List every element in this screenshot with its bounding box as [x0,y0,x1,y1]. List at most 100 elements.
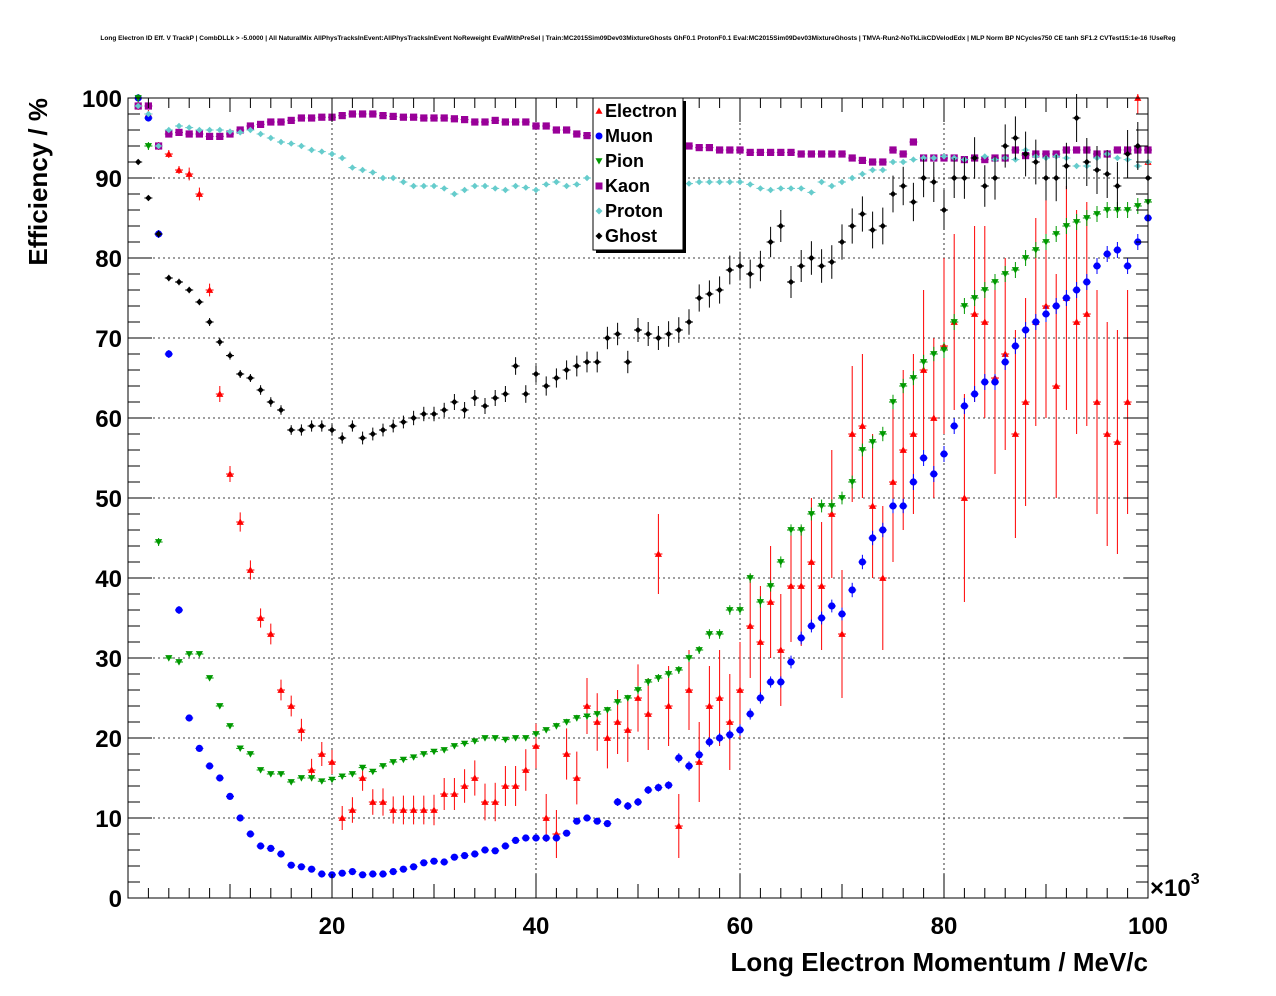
legend-entry-pion: Pion [595,151,644,171]
pion-point [522,735,530,742]
kaon-point [869,158,877,166]
electron-point [930,414,938,421]
electron-point [195,190,203,197]
ghost-point [339,434,346,442]
pion-point [389,759,397,766]
electron-point [1011,430,1019,437]
kaon-point [838,150,846,158]
pion-point [430,748,438,756]
pion-point [675,667,683,674]
muon-point [450,853,458,861]
proton-point [288,140,295,147]
muon-point [563,829,571,837]
electron-point [593,718,601,725]
muon-point [991,378,999,386]
kaon-point [512,118,520,126]
pion-point [216,703,224,710]
electron-point [185,170,193,177]
proton-point [879,166,886,174]
electron-point [583,702,591,709]
proton-point [910,156,917,163]
proton-point [726,178,733,186]
electron-point [848,430,856,437]
ghost-point [502,390,509,398]
electron-point [379,798,387,805]
pion-point [359,764,367,772]
ghost-point [216,338,223,346]
muon-point [226,792,234,801]
electron-point [410,806,418,813]
muon-point [359,871,367,879]
proton-point [828,182,835,190]
pion-point [348,771,356,778]
ghost-point [349,422,356,430]
proton-point [502,186,509,194]
ghost-point [889,190,897,198]
muon-point [1001,358,1009,366]
kaon-point [532,122,540,130]
kaon-point [359,110,367,118]
proton-point [165,126,172,134]
muon-point [267,844,275,853]
muon-point [481,846,489,854]
muon-point [756,694,765,702]
muon-point [257,842,265,850]
proton-point [390,174,397,182]
pion-point [450,743,458,750]
electron-point [348,806,356,813]
kaon-point [807,150,815,158]
kaon-point [501,118,509,126]
y-tick-label: 100 [82,86,122,113]
y-tick-label: 50 [95,486,122,513]
muon-point [185,714,193,722]
y-tick-label: 40 [95,566,122,593]
kaon-point [277,118,285,126]
muon-point [940,450,948,458]
electron-point [807,558,815,565]
electron-point [257,614,265,621]
electron-point [1001,350,1009,357]
pion-point [318,778,326,785]
ghost-point [1114,182,1121,190]
kaon-point [399,113,407,121]
proton-point [808,189,815,196]
pion-point [155,539,163,546]
ghost-point [1063,162,1070,170]
proton-point [696,178,703,186]
y-tick-label: 10 [95,806,122,833]
electron-point [858,422,866,429]
ghost-point [645,330,652,338]
proton-point [573,181,580,188]
proton-point [492,185,499,192]
ghost-point [685,318,693,326]
muon-point [1062,294,1070,302]
ghost-point [155,230,162,238]
electron-point [277,686,285,693]
legend-label-ghost: Ghost [605,226,657,246]
ghost-point [757,262,764,270]
muon-point [1032,318,1040,326]
muon-point [277,850,285,858]
ghost-point [1073,114,1080,122]
muon-point [807,622,816,630]
ghost-point [787,278,795,286]
muon-point [930,470,938,478]
y-tick-label: 60 [95,406,122,433]
pion-point [399,756,407,764]
legend-entry-proton: Proton [595,201,663,221]
pion-point [787,527,795,534]
ghost-point [175,278,183,286]
muon-point [1124,262,1132,270]
x-tick-label: 40 [523,913,550,940]
pion-point [858,447,866,454]
ghost-point [308,422,315,430]
pion-point [226,723,234,730]
ghost-point [594,358,601,366]
pion-point [1124,207,1132,214]
series-ghost [134,94,1152,445]
electron-point [1113,438,1121,445]
muon-point [858,558,867,566]
legend-label-pion: Pion [605,151,644,171]
ghost-point [359,434,366,442]
ghost-point [808,254,815,262]
